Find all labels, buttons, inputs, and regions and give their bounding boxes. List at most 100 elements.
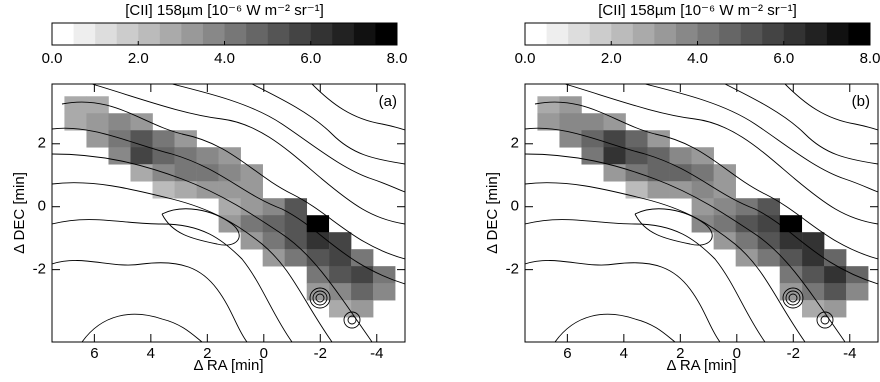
cell bbox=[373, 283, 396, 301]
cell bbox=[735, 198, 758, 216]
cell bbox=[130, 147, 153, 165]
cell bbox=[802, 283, 825, 301]
cell bbox=[669, 147, 692, 165]
cell bbox=[218, 198, 241, 216]
colorbar-level bbox=[246, 23, 268, 45]
cell bbox=[824, 249, 847, 267]
cell bbox=[603, 147, 626, 165]
panel-label: (b) bbox=[852, 93, 870, 110]
cell bbox=[174, 147, 197, 165]
colorbar-level bbox=[848, 23, 871, 45]
cell bbox=[196, 147, 219, 165]
colorbar-level bbox=[632, 23, 655, 45]
cell bbox=[603, 164, 626, 182]
y-axis-label: Δ DEC [min] bbox=[484, 172, 501, 254]
cell bbox=[713, 198, 736, 216]
cell bbox=[537, 96, 560, 114]
cell bbox=[218, 164, 241, 182]
cell bbox=[218, 215, 241, 233]
cell bbox=[351, 249, 374, 267]
cell bbox=[306, 266, 330, 284]
cell bbox=[152, 147, 175, 165]
cell bbox=[64, 96, 87, 114]
cell bbox=[757, 198, 781, 216]
x-tick-label: 0 bbox=[733, 345, 741, 362]
colorbar-level bbox=[375, 23, 398, 45]
cell bbox=[262, 215, 285, 233]
colorbar-level bbox=[568, 23, 590, 45]
cell bbox=[691, 181, 714, 199]
cell bbox=[824, 300, 847, 318]
cell bbox=[802, 249, 825, 267]
cell bbox=[603, 113, 626, 131]
cell bbox=[152, 130, 175, 148]
cell bbox=[647, 164, 670, 182]
x-tick-label: -2 bbox=[314, 345, 327, 362]
colorbar-level bbox=[224, 23, 247, 45]
y-axis-label: Δ DEC [min] bbox=[11, 172, 28, 254]
colorbar-level bbox=[762, 23, 785, 45]
cell bbox=[174, 130, 197, 148]
cell bbox=[581, 130, 604, 148]
cell bbox=[757, 232, 781, 250]
cell bbox=[373, 266, 396, 284]
cell bbox=[802, 300, 825, 318]
colorbar-label: [CII] 158µm [10⁻⁶ W m⁻² sr⁻¹] bbox=[598, 2, 797, 19]
x-tick-label: 6 bbox=[563, 345, 571, 362]
colorbar-level bbox=[181, 23, 204, 45]
y-tick-label: -2 bbox=[33, 261, 46, 278]
cell bbox=[262, 198, 285, 216]
cell bbox=[284, 232, 308, 250]
cell bbox=[625, 147, 648, 165]
cell bbox=[559, 130, 582, 148]
y-tick-label: 0 bbox=[38, 198, 46, 215]
cell bbox=[284, 198, 308, 216]
cell bbox=[306, 249, 330, 267]
colorbar-level bbox=[138, 23, 161, 45]
colorbar-level bbox=[675, 23, 698, 45]
cell bbox=[669, 164, 692, 182]
cell bbox=[152, 181, 175, 199]
cell bbox=[262, 232, 285, 250]
cell bbox=[802, 232, 825, 250]
cell bbox=[824, 283, 847, 301]
x-tick-label: 2 bbox=[676, 345, 684, 362]
cell bbox=[240, 232, 263, 250]
cell bbox=[130, 113, 153, 131]
cell bbox=[329, 249, 352, 267]
colorbar-level bbox=[805, 23, 828, 45]
cell bbox=[108, 113, 131, 131]
cell bbox=[581, 147, 604, 165]
colorbar-tick-label: 4.0 bbox=[687, 50, 708, 67]
colorbar-tick-label: 2.0 bbox=[128, 50, 149, 67]
colorbar-level bbox=[332, 23, 355, 45]
x-tick-label: 4 bbox=[147, 345, 155, 362]
colorbar-tick-label: 2.0 bbox=[601, 50, 622, 67]
colorbar-level bbox=[52, 23, 74, 45]
cell bbox=[691, 215, 714, 233]
colorbar-level bbox=[826, 23, 849, 45]
cell bbox=[240, 215, 263, 233]
colorbar-tick-label: 8.0 bbox=[387, 50, 408, 67]
colorbar-level bbox=[611, 23, 634, 45]
cell bbox=[757, 249, 781, 267]
colorbar-level bbox=[116, 23, 139, 45]
colorbar-level bbox=[740, 23, 763, 45]
cell bbox=[559, 96, 582, 114]
colorbar-tick-label: 8.0 bbox=[860, 50, 880, 67]
cell bbox=[306, 232, 330, 250]
cell bbox=[218, 147, 241, 165]
cell bbox=[846, 266, 869, 284]
cell bbox=[351, 283, 374, 301]
colorbar-tick-label: 4.0 bbox=[214, 50, 235, 67]
cell bbox=[757, 215, 781, 233]
y-tick-label: 2 bbox=[38, 135, 46, 152]
colorbar-level bbox=[589, 23, 612, 45]
cell bbox=[306, 215, 330, 233]
x-tick-label: -2 bbox=[787, 345, 800, 362]
y-tick-label: 0 bbox=[511, 198, 519, 215]
cell bbox=[537, 113, 560, 131]
x-tick-label: 2 bbox=[203, 345, 211, 362]
colorbar-level bbox=[95, 23, 117, 45]
